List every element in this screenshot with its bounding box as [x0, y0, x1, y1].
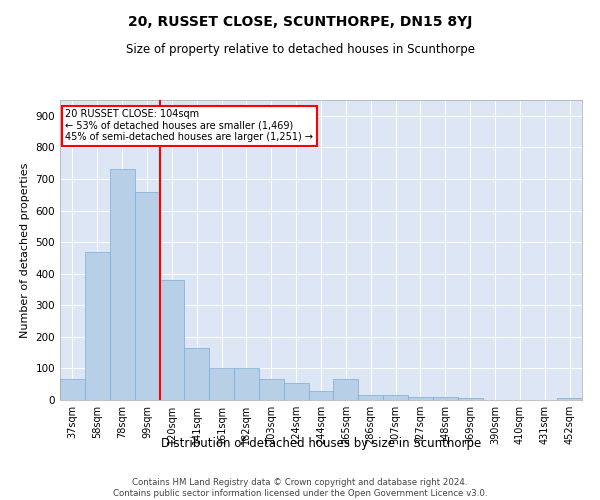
- Bar: [433, 398, 458, 400]
- Bar: [383, 396, 408, 400]
- Bar: [184, 348, 209, 400]
- Text: 20 RUSSET CLOSE: 104sqm
← 53% of detached houses are smaller (1,469)
45% of semi: 20 RUSSET CLOSE: 104sqm ← 53% of detache…: [65, 109, 313, 142]
- Bar: [234, 368, 259, 400]
- Bar: [308, 390, 334, 400]
- Bar: [358, 396, 383, 400]
- Text: 20, RUSSET CLOSE, SCUNTHORPE, DN15 8YJ: 20, RUSSET CLOSE, SCUNTHORPE, DN15 8YJ: [128, 15, 472, 29]
- Bar: [408, 397, 433, 400]
- Text: Contains HM Land Registry data © Crown copyright and database right 2024.
Contai: Contains HM Land Registry data © Crown c…: [113, 478, 487, 498]
- Bar: [209, 368, 234, 400]
- Bar: [334, 380, 358, 400]
- Bar: [160, 280, 184, 400]
- Bar: [458, 398, 482, 400]
- Bar: [110, 170, 134, 400]
- Bar: [60, 380, 85, 400]
- Bar: [134, 192, 160, 400]
- Text: Distribution of detached houses by size in Scunthorpe: Distribution of detached houses by size …: [161, 438, 481, 450]
- Bar: [557, 398, 582, 400]
- Y-axis label: Number of detached properties: Number of detached properties: [20, 162, 30, 338]
- Bar: [259, 380, 284, 400]
- Text: Size of property relative to detached houses in Scunthorpe: Size of property relative to detached ho…: [125, 42, 475, 56]
- Bar: [85, 252, 110, 400]
- Bar: [284, 382, 308, 400]
